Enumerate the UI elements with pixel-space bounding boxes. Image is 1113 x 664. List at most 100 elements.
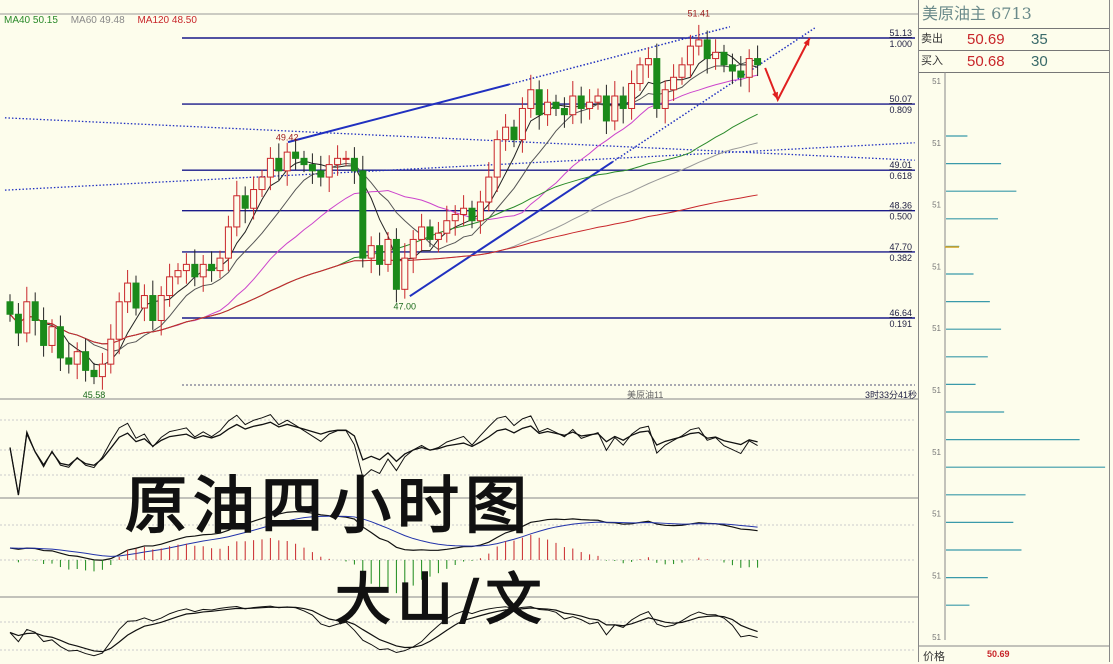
trendline-dotted bbox=[4, 117, 915, 161]
depth-axis-label: 51 bbox=[932, 510, 941, 519]
candle-body bbox=[560, 107, 568, 116]
macd-dif-line bbox=[9, 511, 758, 561]
candle-body bbox=[191, 263, 199, 278]
fib-ratio-label: 0.382 bbox=[889, 253, 912, 263]
depth-axis-label: 51 bbox=[932, 77, 941, 86]
candle-body bbox=[653, 58, 661, 109]
price-annotation: 45.58 bbox=[83, 390, 106, 400]
candle-body bbox=[241, 195, 249, 209]
candle-body bbox=[275, 157, 283, 172]
candle-body bbox=[451, 213, 459, 222]
ma-legend: MA40 50.15 MA60 49.48 MA120 48.50 bbox=[4, 15, 207, 26]
candle-body bbox=[149, 295, 157, 321]
candle-body bbox=[695, 39, 703, 47]
candle-body bbox=[258, 176, 266, 191]
candle-body bbox=[350, 157, 358, 172]
candle-body bbox=[40, 319, 48, 346]
candle-body bbox=[224, 226, 232, 259]
candle-body bbox=[460, 207, 468, 215]
price-value: 50.69 bbox=[987, 649, 1010, 659]
footer-symbol: 美原油11 bbox=[627, 390, 664, 400]
candle-body bbox=[443, 220, 451, 234]
candle-body bbox=[586, 101, 594, 109]
macd-dea-line bbox=[9, 515, 758, 557]
legend-ma60: MA60 49.48 bbox=[70, 15, 125, 26]
candle-body bbox=[636, 64, 644, 85]
candle-body bbox=[703, 39, 711, 60]
rsi-slow-line bbox=[9, 421, 758, 496]
candle-body bbox=[90, 369, 98, 378]
countdown: 3时33分41秒 bbox=[865, 390, 918, 400]
candle-body bbox=[283, 151, 291, 172]
legend-ma120: MA120 48.50 bbox=[137, 15, 197, 26]
candle-body bbox=[502, 126, 510, 141]
candle-body bbox=[720, 51, 728, 66]
candle-body bbox=[728, 64, 736, 72]
depth-axis-label: 51 bbox=[932, 201, 941, 210]
overlay-author: 大山/文 bbox=[335, 567, 548, 633]
kdj-d-line bbox=[9, 606, 758, 653]
sell-price: 50.69 bbox=[967, 31, 1005, 48]
candle-body bbox=[485, 176, 493, 203]
candle-body bbox=[644, 58, 652, 66]
candle-body bbox=[401, 257, 409, 290]
trendline-dotted bbox=[508, 26, 731, 86]
price-annotation: 47.00 bbox=[394, 302, 417, 312]
quote-panel: 美原油主 6713 卖出 50.69 35 买入 50.68 30 51 51 51… bbox=[918, 0, 1110, 663]
candle-body bbox=[107, 338, 115, 365]
candle-body bbox=[266, 157, 274, 178]
fib-price-label: 47.70 bbox=[889, 242, 912, 252]
candle-body bbox=[518, 107, 526, 141]
candle-body bbox=[661, 89, 669, 109]
arrow-head-icon bbox=[803, 38, 810, 46]
sell-row[interactable]: 卖出 50.69 35 bbox=[919, 29, 1109, 51]
candle-body bbox=[602, 95, 610, 122]
candle-body bbox=[569, 95, 577, 116]
candle-body bbox=[308, 164, 316, 172]
fib-ratio-label: 0.191 bbox=[889, 319, 912, 329]
candle-body bbox=[577, 95, 585, 109]
candle-body bbox=[73, 351, 81, 365]
candle-body bbox=[670, 76, 678, 91]
kdj-k-line bbox=[9, 605, 758, 657]
fib-ratio-label: 0.809 bbox=[889, 105, 912, 115]
fib-ratio-label: 0.618 bbox=[889, 171, 912, 181]
candle-body bbox=[182, 263, 190, 272]
candle-body bbox=[325, 164, 333, 178]
candle-body bbox=[300, 157, 308, 166]
candle-body bbox=[31, 301, 39, 321]
candle-body bbox=[23, 301, 31, 334]
depth-chart: 51 51 51 51 51 51 51 51 51 51 bbox=[919, 72, 1109, 647]
depth-axis-label: 51 bbox=[932, 386, 941, 395]
candle-body bbox=[157, 295, 165, 321]
candle-body bbox=[678, 64, 686, 78]
candle-body bbox=[619, 95, 627, 109]
candle-body bbox=[132, 282, 140, 309]
candle-body bbox=[527, 89, 535, 109]
candle-body bbox=[342, 157, 350, 160]
candle-body bbox=[628, 83, 636, 109]
candle-body bbox=[392, 238, 400, 290]
fib-ratio-label: 0.500 bbox=[889, 212, 912, 222]
candle-body bbox=[367, 245, 375, 259]
candle-body bbox=[409, 238, 417, 259]
trendline-dotted bbox=[611, 27, 816, 163]
candle-body bbox=[124, 282, 132, 303]
sell-label: 卖出 bbox=[921, 33, 943, 45]
fib-price-label: 46.64 bbox=[889, 308, 912, 318]
depth-axis-label: 51 bbox=[932, 571, 941, 580]
candle-body bbox=[98, 363, 106, 378]
candle-body bbox=[199, 263, 207, 278]
candle-body bbox=[376, 245, 384, 265]
candle-body bbox=[292, 151, 300, 159]
price-annotation: 51.41 bbox=[688, 9, 711, 19]
buy-price: 50.68 bbox=[967, 53, 1005, 70]
candle-body bbox=[48, 326, 56, 346]
candle-body bbox=[56, 326, 64, 359]
candle-body bbox=[434, 232, 442, 240]
candle-body bbox=[468, 207, 476, 222]
buy-row[interactable]: 买入 50.68 30 bbox=[919, 51, 1109, 73]
candle-body bbox=[552, 101, 560, 109]
fib-price-label: 51.13 bbox=[889, 28, 912, 38]
candle-body bbox=[535, 89, 543, 116]
